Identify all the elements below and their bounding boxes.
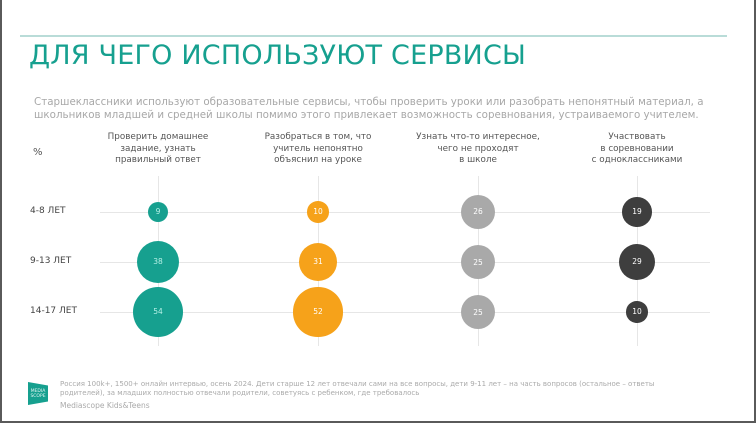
- data-bubble: 25: [461, 295, 495, 329]
- column-header: Узнать что-то интересное, чего не проходя…: [403, 132, 553, 167]
- row-label: 9-13 ЛЕТ: [30, 256, 72, 266]
- column-header-line: в школе: [459, 155, 497, 165]
- column-header: Проверить домашнее задание, узнать правиль…: [83, 132, 233, 167]
- column-header-line: объяснил на уроке: [274, 155, 362, 165]
- top-rule: [20, 35, 727, 37]
- mediascope-logo-icon: MEDIA SCOPE: [28, 382, 48, 405]
- column-header-line: задание, узнать: [120, 143, 196, 154]
- data-bubble: 10: [307, 201, 329, 223]
- row-label: 14-17 ЛЕТ: [30, 306, 77, 316]
- grid-row-line: [100, 212, 710, 213]
- column-header-line: Узнать что-то интересное,: [416, 132, 540, 142]
- logo-text: MEDIA SCOPE: [30, 388, 46, 399]
- data-bubble: 9: [147, 201, 169, 223]
- grid-row-line: [100, 262, 710, 263]
- column-header-line: Участвовать: [608, 132, 666, 142]
- data-bubble: 19: [622, 197, 652, 227]
- column-header-line: Разобраться в том, что: [264, 132, 372, 142]
- column-header-line: учитель непонятно: [273, 143, 363, 154]
- slide-subtitle: Старшеклассники используют образовательн…: [34, 96, 704, 121]
- data-bubble: 54: [133, 287, 183, 337]
- column-header-line: с одноклассниками: [591, 155, 683, 165]
- data-bubble: 52: [293, 287, 343, 337]
- grid-row-line: [100, 312, 710, 313]
- slide-title: ДЛЯ ЧЕГО ИСПОЛЬЗУЮТ СЕРВИСЫ: [29, 40, 527, 71]
- data-bubble: 29: [618, 243, 656, 281]
- column-header-line: в соревновании: [600, 143, 674, 154]
- data-bubble: 31: [299, 243, 337, 281]
- data-bubble: 25: [461, 245, 495, 279]
- column-header-line: Проверить домашнее: [107, 132, 209, 142]
- column-header-line: чего не проходят: [437, 143, 519, 154]
- data-bubble: 26: [460, 194, 496, 230]
- column-header-line: правильный ответ: [115, 155, 201, 165]
- data-bubble: 10: [626, 301, 648, 323]
- source-brand: Mediascope Kids&Teens: [60, 401, 150, 410]
- data-bubble: 38: [137, 241, 179, 283]
- unit-label: %: [33, 147, 43, 158]
- row-label: 4-8 ЛЕТ: [30, 206, 66, 216]
- methodology-note: Россия 100k+, 1500+ онлайн интервью, осе…: [60, 380, 655, 397]
- column-header: Участвовать в соревновании с одноклассника…: [562, 132, 712, 167]
- column-header: Разобраться в том, что учитель непонятно о…: [243, 132, 393, 167]
